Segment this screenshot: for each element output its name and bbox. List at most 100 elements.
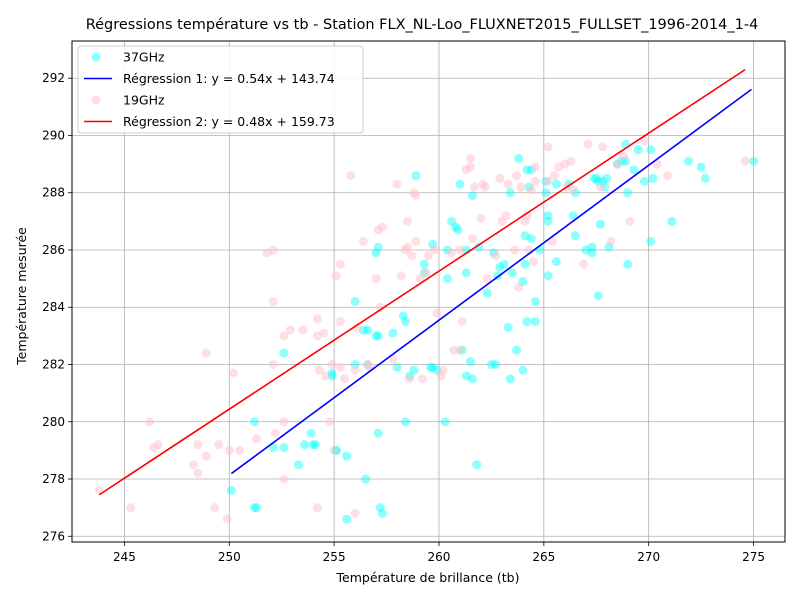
point-37ghz [551, 179, 561, 189]
legend-label-2: 19GHz [123, 93, 165, 108]
point-37ghz [300, 440, 310, 450]
x-tick-label: 270 [637, 550, 660, 564]
point-37ghz [639, 176, 649, 186]
x-tick-label: 275 [742, 550, 765, 564]
point-37ghz [426, 362, 436, 372]
point-37ghz [279, 348, 289, 358]
point-37ghz [684, 156, 694, 166]
point-19ghz [509, 245, 519, 255]
point-19ghz [455, 345, 465, 355]
point-37ghz [268, 443, 278, 453]
point-37ghz [373, 242, 383, 252]
point-37ghz [371, 248, 381, 258]
point-19ghz [193, 440, 203, 450]
point-19ghz [314, 365, 324, 375]
point-37ghz [392, 362, 402, 372]
point-37ghz [400, 417, 410, 427]
point-19ghz [126, 503, 136, 513]
series-1 [230, 88, 752, 475]
legend-box [77, 45, 364, 134]
point-19ghz [501, 211, 511, 221]
y-axis-label: Température mesurée [14, 227, 29, 366]
point-37ghz [342, 451, 352, 461]
point-19ghz [335, 362, 345, 372]
point-37ghz [520, 231, 530, 241]
point-19ghz [465, 162, 475, 172]
point-37ghz [350, 297, 360, 307]
point-19ghz [619, 151, 629, 161]
point-19ghz [325, 417, 335, 427]
point-37ghz [629, 165, 639, 175]
point-37ghz [621, 139, 631, 149]
point-37ghz [472, 460, 482, 470]
point-19ghz [279, 474, 289, 484]
point-37ghz [520, 259, 530, 269]
point-37ghz [249, 503, 259, 513]
point-19ghz [329, 445, 339, 455]
point-19ghz [375, 302, 385, 312]
plot-frame [71, 40, 786, 543]
point-37ghz [465, 357, 475, 367]
point-19ghz [480, 182, 490, 192]
point-37ghz [623, 188, 633, 198]
y-tick-label: 280 [42, 415, 65, 429]
point-19ghz [415, 274, 425, 284]
point-37ghz [623, 259, 633, 269]
legend-marker-2 [91, 95, 101, 105]
point-19ghz [503, 179, 513, 189]
point-19ghz [468, 234, 478, 244]
point-19ghz [312, 503, 322, 513]
point-37ghz [633, 145, 643, 155]
point-37ghz [518, 365, 528, 375]
point-19ghz [193, 468, 203, 478]
point-19ghz [228, 368, 238, 378]
point-19ghz [371, 274, 381, 284]
point-37ghz [581, 245, 591, 255]
point-19ghz [335, 317, 345, 327]
point-37ghz [293, 460, 303, 470]
point-19ghz [252, 434, 262, 444]
point-19ghz [424, 251, 433, 261]
point-37ghz [461, 268, 471, 278]
point-37ghz [587, 248, 597, 258]
point-19ghz [430, 245, 440, 255]
point-37ghz [279, 443, 289, 453]
point-37ghz [507, 268, 517, 278]
point-37ghz [530, 317, 540, 327]
point-19ghz [235, 445, 245, 455]
point-19ghz [340, 374, 350, 384]
point-19ghz [210, 503, 220, 513]
point-37ghz [646, 145, 656, 155]
point-37ghz [447, 216, 457, 226]
point-19ghz [543, 142, 553, 152]
point-37ghz [468, 374, 478, 384]
point-19ghz [598, 142, 608, 152]
point-19ghz [321, 371, 331, 381]
point-19ghz [298, 325, 308, 335]
point-19ghz [153, 440, 163, 450]
series-0 [226, 139, 759, 524]
point-19ghz [335, 259, 345, 269]
point-19ghz [449, 345, 459, 355]
point-37ghz [486, 360, 496, 370]
point-37ghz [543, 271, 553, 281]
legend-label-1: Régression 1: y = 0.54x + 143.74 [123, 71, 335, 86]
point-37ghz [453, 225, 463, 235]
point-19ghz [319, 328, 329, 338]
point-37ghz [503, 322, 513, 332]
point-37ghz [749, 156, 759, 166]
point-19ghz [312, 314, 322, 324]
point-19ghz [327, 360, 337, 370]
point-19ghz [285, 325, 295, 335]
x-tick-label: 260 [428, 550, 451, 564]
point-19ghz [447, 248, 457, 258]
point-19ghz [222, 514, 232, 524]
point-37ghz [587, 242, 597, 252]
point-19ghz [566, 156, 576, 166]
plot-data [94, 68, 759, 524]
point-19ghz [583, 139, 593, 149]
point-37ghz [451, 222, 461, 232]
point-19ghz [568, 185, 578, 195]
point-19ghz [145, 417, 155, 427]
